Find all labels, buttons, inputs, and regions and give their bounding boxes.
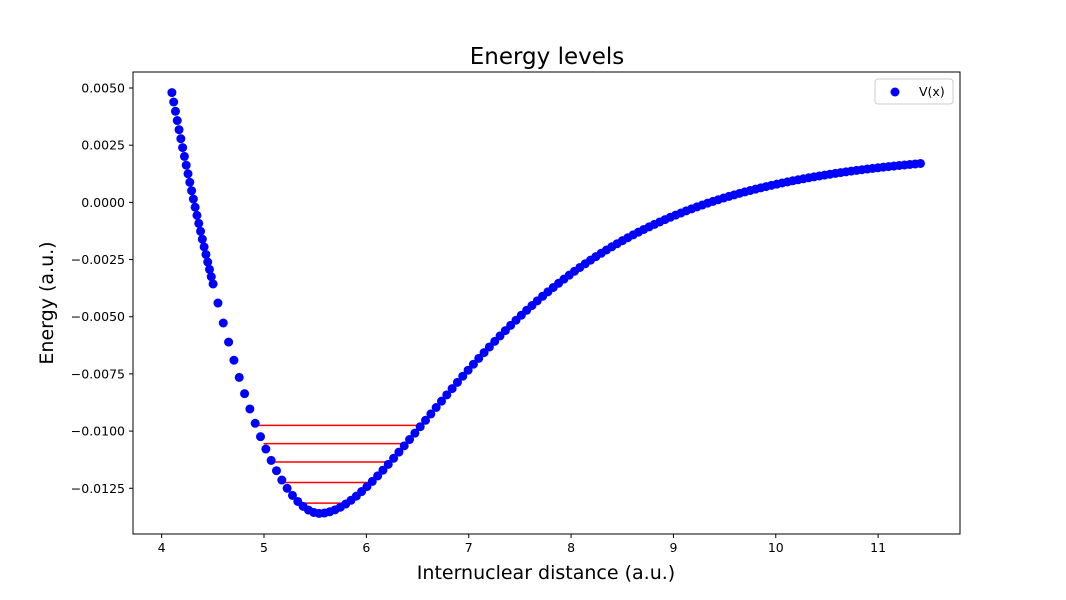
data-point bbox=[415, 422, 425, 432]
data-point bbox=[185, 177, 195, 187]
data-point bbox=[245, 404, 255, 414]
data-point bbox=[188, 194, 198, 204]
data-point bbox=[187, 186, 197, 196]
data-point bbox=[176, 134, 186, 144]
x-tick-label: 4 bbox=[158, 540, 166, 555]
data-point bbox=[399, 441, 409, 451]
data-point bbox=[452, 377, 462, 387]
data-point bbox=[479, 348, 489, 358]
data-point bbox=[199, 242, 209, 252]
y-tick-label: −0.0100 bbox=[71, 424, 125, 439]
y-tick-label: −0.0125 bbox=[71, 481, 125, 496]
y-tick-label: 0.0000 bbox=[81, 195, 125, 210]
data-point bbox=[282, 483, 292, 493]
x-tick-label: 10 bbox=[768, 540, 784, 555]
x-tick-label: 9 bbox=[669, 540, 677, 555]
legend-box bbox=[874, 78, 954, 105]
data-point bbox=[277, 475, 287, 485]
y-tick-label: 0.0050 bbox=[81, 81, 125, 96]
data-point bbox=[405, 435, 415, 445]
data-point bbox=[271, 466, 281, 476]
x-axis-ticks: 4 5 6 7 8 9 10 11 bbox=[158, 534, 886, 555]
data-point bbox=[170, 106, 180, 116]
data-point bbox=[383, 459, 393, 469]
data-point bbox=[201, 249, 211, 259]
legend: V(x) bbox=[874, 78, 954, 105]
plot-frame bbox=[132, 71, 961, 535]
data-point bbox=[287, 490, 297, 500]
data-point bbox=[394, 447, 404, 457]
data-point bbox=[169, 97, 179, 107]
data-point bbox=[234, 372, 244, 382]
data-point bbox=[442, 390, 452, 400]
legend-label: V(x) bbox=[919, 84, 945, 99]
y-tick-label: −0.0050 bbox=[71, 309, 125, 324]
data-point bbox=[183, 169, 193, 179]
data-point bbox=[426, 409, 436, 419]
y-tick-label: 0.0025 bbox=[81, 138, 125, 153]
y-tick-label: −0.0025 bbox=[71, 252, 125, 267]
x-tick-label: 7 bbox=[465, 540, 473, 555]
data-point bbox=[203, 257, 213, 267]
y-axis-ticks: −0.0125 −0.0100 −0.0075 −0.0050 −0.0025 0.000… bbox=[71, 81, 133, 496]
data-point bbox=[190, 202, 200, 212]
data-point bbox=[261, 444, 271, 454]
data-point bbox=[179, 151, 189, 161]
data-point bbox=[436, 396, 446, 406]
data-point bbox=[174, 125, 184, 135]
x-axis-label: Internuclear distance (a.u.) bbox=[417, 562, 675, 584]
data-point bbox=[205, 264, 215, 274]
data-point bbox=[458, 371, 468, 381]
energy-level-lines bbox=[256, 424, 422, 504]
data-point bbox=[463, 365, 473, 375]
x-tick-label: 11 bbox=[870, 540, 886, 555]
x-tick-label: 5 bbox=[260, 540, 268, 555]
y-tick-label: −0.0075 bbox=[71, 366, 125, 381]
data-point bbox=[213, 298, 223, 308]
data-point bbox=[218, 318, 228, 328]
data-point bbox=[389, 453, 399, 463]
data-point bbox=[378, 465, 388, 475]
data-point bbox=[474, 353, 484, 363]
data-point bbox=[178, 143, 188, 153]
data-point bbox=[206, 272, 216, 282]
data-point bbox=[208, 279, 218, 289]
data-point bbox=[181, 160, 191, 170]
data-point bbox=[447, 384, 457, 394]
potential-points bbox=[167, 88, 925, 518]
data-point bbox=[468, 359, 478, 369]
data-point bbox=[196, 226, 206, 236]
data-point bbox=[915, 158, 925, 168]
data-point bbox=[256, 432, 266, 442]
data-point bbox=[431, 403, 441, 413]
y-axis-label: Energy (a.u.) bbox=[36, 241, 58, 364]
data-point bbox=[229, 355, 239, 365]
data-point bbox=[266, 455, 276, 465]
x-tick-label: 8 bbox=[567, 540, 575, 555]
data-point bbox=[197, 234, 207, 244]
data-point bbox=[167, 88, 177, 98]
data-point bbox=[373, 471, 383, 481]
data-point bbox=[224, 337, 234, 347]
x-tick-label: 6 bbox=[362, 540, 370, 555]
data-point bbox=[410, 428, 420, 438]
chart-title: Energy levels bbox=[470, 44, 625, 70]
legend-marker bbox=[890, 87, 900, 97]
data-point bbox=[240, 389, 250, 399]
data-point bbox=[192, 210, 202, 220]
data-point bbox=[484, 342, 494, 352]
data-point bbox=[194, 218, 204, 228]
data-point bbox=[250, 418, 260, 428]
data-point bbox=[421, 415, 431, 425]
data-point bbox=[172, 116, 182, 126]
